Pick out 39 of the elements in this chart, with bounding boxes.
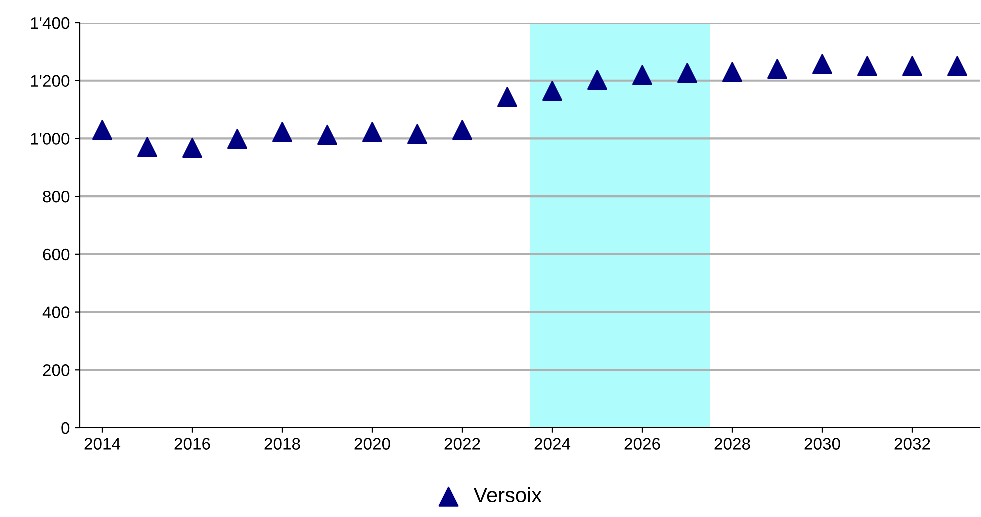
point [362,122,383,142]
point [632,65,653,86]
x-tick-label: 2022 [444,438,480,450]
x-tick-label: 2024 [534,438,571,450]
x-tick-label: 2026 [624,438,660,450]
point [857,56,878,76]
x-tick-label: 2020 [354,438,390,450]
point [407,124,428,144]
point [722,62,743,82]
point [497,87,518,108]
y-tick-label: 600 [43,248,70,261]
point [902,56,923,76]
point [767,58,788,80]
point [947,56,968,76]
point [92,120,113,140]
y-tick-label: 1'200 [31,75,70,88]
point [452,120,473,140]
y-tick-label: 1'000 [31,133,70,145]
y-tick-label: 800 [43,190,70,203]
point [137,137,158,158]
x-tick-label: 2028 [714,438,750,450]
point [317,124,338,145]
y-tick-label: 400 [42,306,70,318]
point [542,80,563,101]
point [812,54,833,74]
point [587,70,608,90]
point [272,122,293,142]
x-tick-label: 2016 [174,438,210,450]
point [227,128,248,150]
x-tick-label: 2014 [84,438,121,450]
point [182,138,203,158]
y-tick-label: 0 [62,422,70,434]
x-tick-label: 2018 [264,438,300,450]
y-tick-label: 200 [43,364,70,376]
x-tick-label: 2032 [894,438,930,450]
y-tick-label: 1'400 [31,17,70,30]
legend-label: Versoix [474,487,542,503]
point [677,63,698,84]
x-tick-label: 2030 [804,438,840,450]
